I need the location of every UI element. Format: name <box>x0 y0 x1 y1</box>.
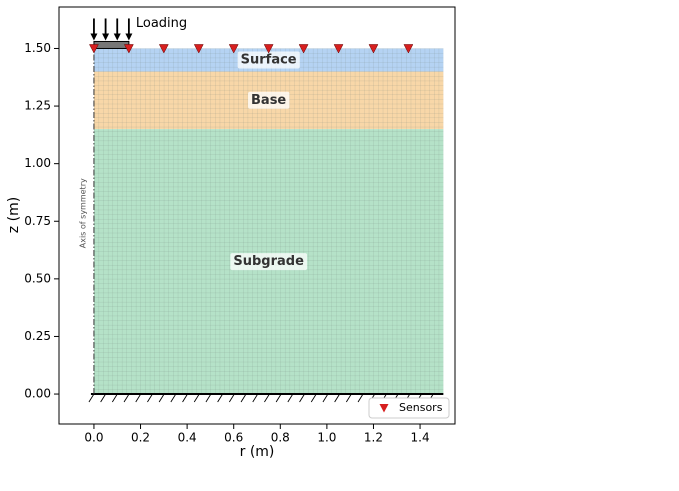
sensor <box>123 44 134 54</box>
layer-label: Base <box>251 93 286 108</box>
axes-frame <box>58 6 456 425</box>
sensor <box>228 44 239 54</box>
hatch <box>275 393 282 403</box>
sensor <box>403 44 414 54</box>
hatch <box>182 393 188 403</box>
sensor <box>158 44 169 54</box>
load-arrow-head <box>113 33 121 41</box>
hatch <box>111 393 118 403</box>
sensor <box>193 44 204 54</box>
y-tick-label: 1.25 <box>24 99 51 113</box>
y-axis-label: z (m) <box>6 197 22 233</box>
sensor <box>333 44 344 54</box>
hatch <box>217 393 224 403</box>
y-tick-label: 1.50 <box>24 41 51 55</box>
legend-box <box>368 397 450 419</box>
x-tick-label: 0.6 <box>224 431 243 445</box>
hatch <box>88 393 95 403</box>
x-tick-label: 0.2 <box>131 431 150 445</box>
hatch <box>334 393 341 403</box>
y-tick-label: 1.00 <box>24 156 51 170</box>
legend-marker <box>379 404 389 413</box>
x-tick-label: 1.0 <box>317 431 336 445</box>
x-tick-label: 1.4 <box>411 431 430 445</box>
hatch <box>345 393 352 403</box>
y-tick-label: 0.25 <box>24 329 51 343</box>
hatch <box>357 393 364 403</box>
hatch <box>228 393 235 403</box>
hatch <box>310 393 317 403</box>
label-box <box>248 91 290 109</box>
x-tick-label: 0.8 <box>271 431 290 445</box>
loading-plate <box>93 40 130 49</box>
load-arrow-head <box>125 33 133 41</box>
hatch <box>240 393 247 403</box>
x-tick-label: 0.0 <box>84 431 103 445</box>
label-box <box>237 51 300 69</box>
x-tick-label: 0.4 <box>178 431 197 445</box>
loading-label: Loading <box>136 16 187 31</box>
layer-label: Subgrade <box>233 254 304 269</box>
y-tick-label: 0.00 <box>24 387 51 401</box>
sensor <box>298 44 309 54</box>
hatch <box>322 393 329 403</box>
layer-label: Surface <box>241 52 297 67</box>
label-box <box>230 253 308 271</box>
symmetry-label: Axis of symmetry <box>78 178 87 248</box>
hatch <box>147 393 153 403</box>
y-tick-label: 0.50 <box>24 271 51 285</box>
hatch <box>205 393 212 403</box>
x-axis-label: r (m) <box>240 444 275 460</box>
hatch <box>287 393 294 403</box>
y-tick-label: 0.75 <box>24 214 51 228</box>
hatch <box>123 393 130 403</box>
hatch <box>135 393 142 403</box>
hatch <box>252 393 259 403</box>
x-tick-label: 1.2 <box>364 431 383 445</box>
hatch <box>193 393 200 403</box>
legend: Sensors <box>368 397 450 419</box>
hatch <box>299 393 305 403</box>
hatch <box>100 393 107 403</box>
legend-label: Sensors <box>399 401 443 414</box>
hatch <box>264 393 270 403</box>
hatch <box>158 393 165 403</box>
sensor <box>368 44 379 54</box>
sensor <box>263 44 274 54</box>
plot-area: Surface Base Subgrade Axis of symmetry Loadi… <box>24 6 456 445</box>
hatch <box>170 393 177 403</box>
load-arrow-head <box>90 33 98 41</box>
load-arrow-head <box>102 33 110 41</box>
sensor <box>89 44 99 54</box>
